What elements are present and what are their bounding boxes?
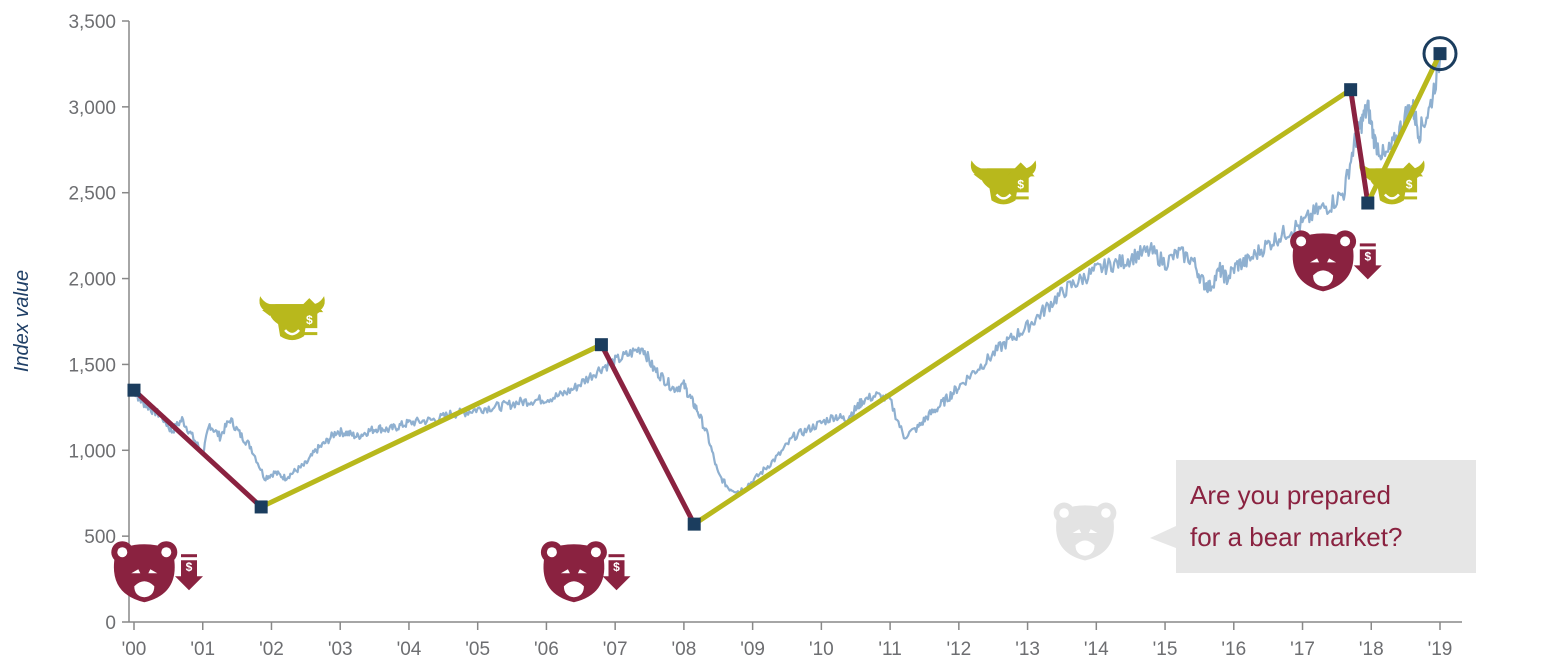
y-ticks: 0 500 1,000 1,500 2,000 2,500 3,000 3,500 xyxy=(68,12,129,634)
bull-icon xyxy=(1359,160,1425,205)
bull-market-line xyxy=(1365,51,1443,206)
x-tick-label: '11 xyxy=(878,639,901,660)
bull-icon xyxy=(970,160,1037,205)
turning-point-marker xyxy=(1361,196,1375,210)
index-series xyxy=(133,56,1442,494)
x-tick-label: '16 xyxy=(1221,639,1246,660)
x-tick-label: '10 xyxy=(809,639,834,660)
callout-line-1: Are you prepared xyxy=(1190,480,1391,510)
y-tick-label: 2,500 xyxy=(68,184,116,205)
bull-bear-icons: $ $ $ $ $ $ xyxy=(111,160,1425,603)
y-tick-label: 3,000 xyxy=(68,98,116,119)
bull-market-line xyxy=(258,342,604,510)
x-tick-label: '01 xyxy=(190,639,215,660)
x-tick-label: '19 xyxy=(1428,639,1453,660)
svg-text:$: $ xyxy=(306,313,313,327)
turning-point-marker xyxy=(1344,83,1358,97)
dollar-up-arrow-icon: $ xyxy=(295,298,324,336)
phase-markers xyxy=(127,36,1458,531)
turning-point-marker xyxy=(687,517,701,531)
callout-box xyxy=(1150,460,1476,573)
svg-text:$: $ xyxy=(1406,177,1413,191)
svg-text:$: $ xyxy=(613,560,620,574)
turning-point-marker xyxy=(1433,47,1447,61)
y-tick-label: 1,000 xyxy=(68,441,116,462)
x-tick-label: '09 xyxy=(740,639,765,660)
turning-point-marker xyxy=(594,338,608,352)
turning-point-marker xyxy=(127,383,141,397)
svg-text:$: $ xyxy=(1017,177,1024,191)
dollar-down-arrow-icon: $ xyxy=(602,554,631,591)
dollar-down-arrow-icon: $ xyxy=(1353,243,1382,280)
x-tick-label: '08 xyxy=(672,639,697,660)
callout-line-2: for a bear market? xyxy=(1190,522,1402,552)
y-tick-label: 2,000 xyxy=(68,270,116,291)
bull-icon xyxy=(259,296,325,341)
bear-icon xyxy=(1290,230,1357,292)
bear-market-line xyxy=(598,342,697,527)
y-tick-label: 1,500 xyxy=(68,355,116,376)
x-tick-label: '00 xyxy=(122,639,147,660)
x-tick-label: '04 xyxy=(397,639,422,660)
x-tick-label: '17 xyxy=(1290,639,1315,660)
y-tick-label: 3,500 xyxy=(68,12,116,33)
x-tick-label: '06 xyxy=(534,639,559,660)
dollar-up-arrow-icon: $ xyxy=(1395,162,1424,200)
x-tick-label: '07 xyxy=(603,639,628,660)
svg-text:$: $ xyxy=(1364,249,1371,263)
callout: Are you prepared for a bear market? xyxy=(1053,460,1476,573)
dollar-up-arrow-icon: $ xyxy=(1006,162,1035,200)
x-tick-label: '13 xyxy=(1015,639,1040,660)
x-tick-label: '05 xyxy=(465,639,490,660)
y-tick-label: 0 xyxy=(105,613,116,634)
y-axis-title: Index value xyxy=(11,270,33,372)
x-tick-label: '18 xyxy=(1359,639,1384,660)
bear-market-line xyxy=(131,387,264,510)
x-tick-label: '15 xyxy=(1153,639,1178,660)
bull-market-line xyxy=(691,87,1354,527)
bear-icon xyxy=(540,541,607,603)
dollar-down-arrow-icon: $ xyxy=(175,554,203,591)
bear-icon xyxy=(111,541,178,603)
turning-point-marker xyxy=(254,500,268,514)
x-tick-label: '02 xyxy=(259,639,284,660)
ghost-bear-icon xyxy=(1053,502,1117,561)
x-tick-label: '03 xyxy=(328,639,353,660)
svg-text:$: $ xyxy=(186,560,193,574)
current-level-ring xyxy=(1422,36,1458,72)
bear-market-line xyxy=(1348,87,1371,206)
market-phase-lines xyxy=(131,51,1443,527)
x-tick-label: '12 xyxy=(946,639,971,660)
index-line xyxy=(133,56,1442,494)
y-tick-label: 500 xyxy=(84,527,116,548)
x-ticks: '00 '01 '02 '03 '04 '05 '06 '07 '08 '09 '10 '11 '12 '… xyxy=(122,622,1453,660)
x-tick-label: '14 xyxy=(1084,639,1109,660)
